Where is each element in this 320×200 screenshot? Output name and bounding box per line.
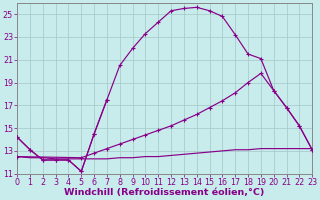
X-axis label: Windchill (Refroidissement éolien,°C): Windchill (Refroidissement éolien,°C) [65, 188, 265, 197]
